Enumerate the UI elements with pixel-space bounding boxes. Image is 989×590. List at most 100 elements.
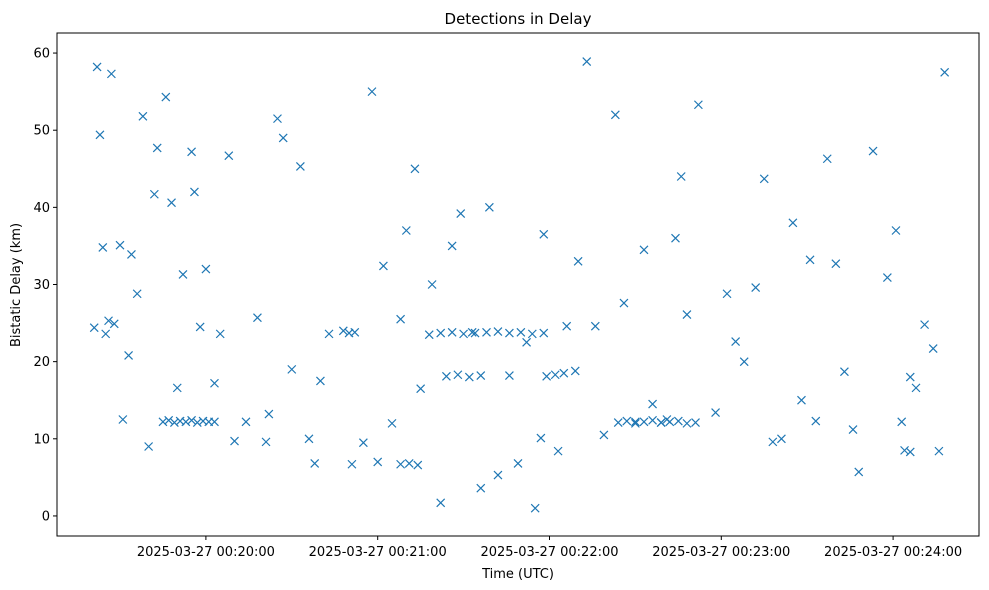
data-point [731, 337, 741, 347]
data-point [848, 425, 858, 434]
data-point [215, 329, 225, 339]
data-point [905, 447, 915, 457]
data-point [95, 130, 105, 140]
data-point [897, 417, 907, 427]
data-point [132, 289, 142, 299]
data-point [682, 310, 692, 320]
data-point [482, 327, 491, 337]
data-point [934, 446, 944, 456]
y-axis: 0 10 20 30 40 50 60 [33, 47, 57, 524]
data-point [891, 226, 901, 235]
data-point [905, 372, 915, 382]
data-point [530, 503, 540, 513]
data-point [115, 240, 125, 250]
data-point [181, 417, 191, 427]
data-point [190, 187, 199, 197]
y-tick-label: 30 [33, 278, 50, 293]
data-point [470, 328, 480, 338]
data-point [441, 371, 451, 381]
data-point [350, 327, 360, 337]
data-point [900, 445, 909, 455]
data-point [304, 434, 314, 444]
data-point [691, 418, 700, 428]
data-point [648, 415, 658, 425]
data-point [805, 255, 815, 265]
data-point [89, 323, 99, 333]
data-point [831, 259, 841, 269]
data-point [682, 418, 692, 428]
data-point [106, 69, 116, 79]
data-point [124, 351, 134, 360]
data-point [811, 416, 821, 426]
data-point [264, 409, 274, 419]
data-point [562, 321, 572, 331]
data-point [118, 415, 128, 424]
data-point [424, 330, 434, 340]
data-points [89, 57, 950, 513]
data-point [599, 430, 609, 440]
data-point [358, 438, 368, 448]
y-tick-label: 50 [33, 124, 50, 139]
data-point [169, 418, 179, 428]
data-point [516, 327, 526, 337]
data-point [396, 314, 406, 324]
data-point [582, 57, 592, 66]
data-point [427, 280, 437, 289]
data-point [447, 241, 457, 251]
x-tick-label: 2025-03-27 00:23:00 [652, 545, 790, 560]
data-point [484, 202, 494, 212]
data-point [104, 316, 113, 326]
data-point [777, 434, 786, 444]
data-point [573, 256, 583, 266]
data-point [542, 371, 552, 381]
data-point [378, 261, 388, 271]
x-tick-label: 2025-03-27 00:22:00 [480, 545, 618, 560]
data-point [622, 416, 632, 426]
data-point [210, 417, 219, 427]
data-point [550, 370, 560, 380]
data-point [619, 298, 629, 308]
data-point [553, 446, 563, 456]
data-point [287, 364, 297, 374]
data-point [172, 383, 182, 393]
y-tick-label: 20 [33, 355, 50, 370]
y-tick-label: 10 [33, 432, 50, 447]
data-point [539, 328, 549, 338]
data-point [401, 226, 411, 235]
data-point [467, 327, 477, 337]
data-point [410, 164, 420, 174]
data-point [278, 133, 288, 143]
data-point [570, 366, 580, 376]
data-point [639, 245, 649, 255]
data-point [347, 459, 357, 469]
data-point [224, 151, 234, 161]
data-point [413, 460, 423, 470]
data-point [144, 442, 154, 451]
chart-title: Detections in Delay [445, 10, 592, 28]
data-point [158, 417, 168, 427]
data-point [476, 483, 486, 493]
data-point [768, 437, 778, 447]
data-point [324, 329, 334, 339]
data-point [722, 289, 732, 299]
data-point [316, 376, 325, 386]
data-point [396, 459, 406, 469]
data-point [149, 189, 159, 199]
data-point [210, 378, 219, 388]
data-point [671, 233, 680, 243]
data-point [373, 457, 383, 467]
data-point [416, 384, 426, 394]
data-point [527, 329, 537, 339]
y-axis-label: Bistatic Delay (km) [9, 223, 24, 347]
data-point [164, 415, 174, 425]
data-point [504, 328, 514, 338]
data-point [187, 147, 197, 157]
data-point [230, 436, 239, 446]
data-point [161, 92, 171, 102]
data-point [676, 172, 686, 181]
data-point [456, 209, 466, 218]
x-tick-label: 2025-03-27 00:21:00 [309, 545, 447, 560]
data-point [295, 162, 305, 171]
data-point [241, 417, 251, 427]
data-point [436, 328, 446, 338]
